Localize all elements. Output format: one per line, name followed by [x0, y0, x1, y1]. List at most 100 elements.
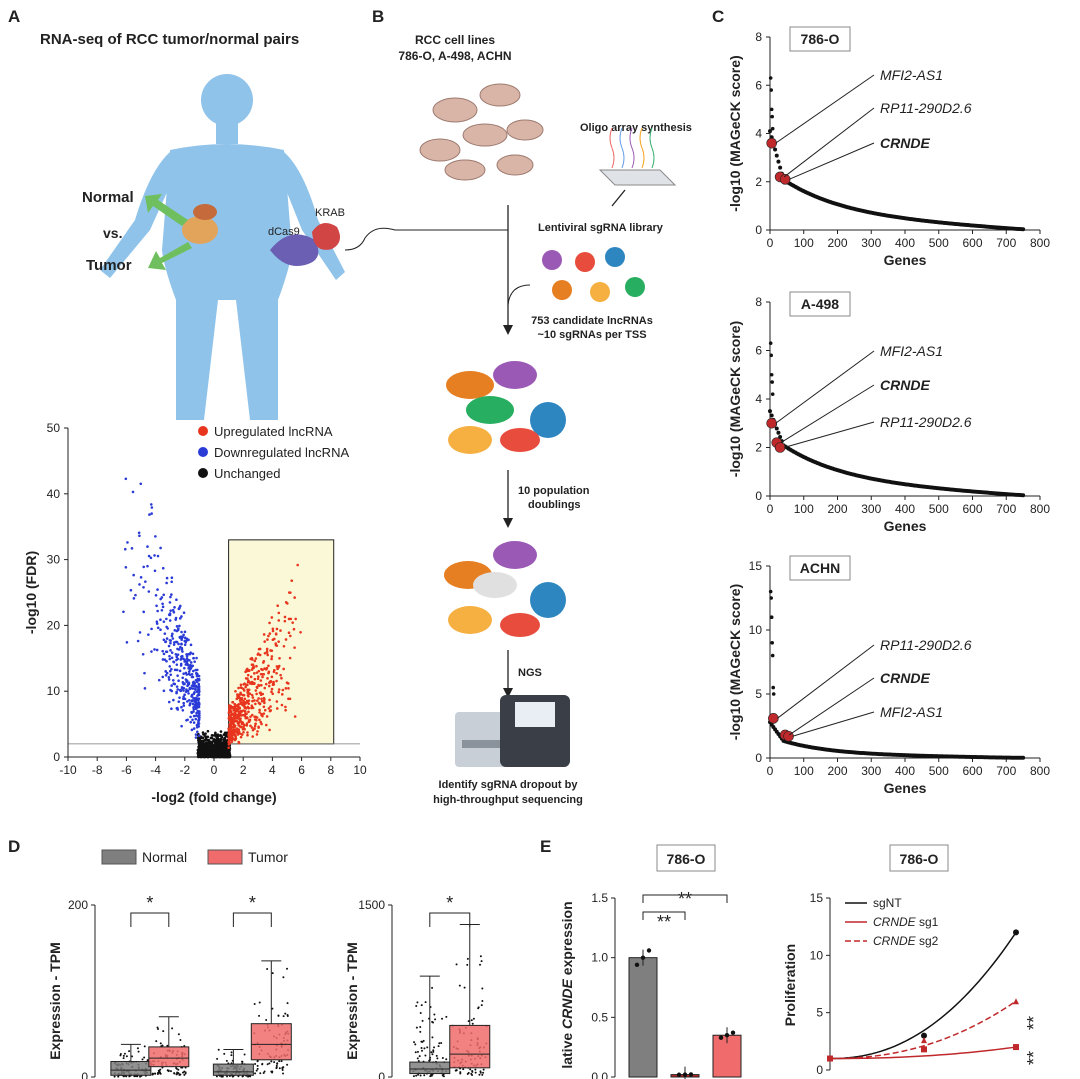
y-tick-label: 8	[755, 30, 762, 44]
y-axis-label: -log10 (FDR)	[23, 551, 39, 634]
point-down	[180, 638, 183, 642]
point-unchanged	[202, 748, 206, 752]
point-down	[165, 637, 169, 640]
point-up	[283, 619, 287, 623]
box-normal	[409, 1061, 451, 1075]
rank-point	[769, 353, 773, 358]
point-down	[185, 657, 189, 661]
point-up	[256, 730, 259, 733]
point-up	[246, 677, 249, 680]
y-tick-label: 200	[68, 898, 88, 912]
replicate-point	[724, 1033, 730, 1038]
legend-label: CRNDE sg1	[873, 915, 939, 929]
jitter-point	[474, 1071, 477, 1074]
point-down	[168, 619, 172, 622]
jitter-point	[414, 1043, 417, 1046]
point-down	[192, 714, 196, 718]
point-down	[169, 673, 173, 677]
jitter-point	[275, 1064, 278, 1067]
point-down	[189, 651, 192, 655]
annotation-line	[788, 142, 875, 180]
jitter-point	[258, 1014, 261, 1017]
x-tick-label: 8	[327, 763, 334, 777]
point-down	[172, 643, 176, 646]
rank-point	[773, 147, 778, 152]
jitter-point	[122, 1057, 125, 1060]
point-down	[194, 717, 198, 721]
point-down	[142, 586, 145, 589]
y-tick-label: 50	[47, 421, 61, 435]
point-down	[171, 608, 175, 612]
point-down	[166, 627, 169, 630]
jitter-point	[141, 1058, 144, 1061]
jitter-point	[419, 1030, 422, 1033]
jitter-point	[286, 1014, 289, 1017]
chart-title: 786-O	[667, 851, 706, 867]
point-down	[197, 734, 201, 737]
jitter-point	[467, 1020, 470, 1023]
point-up	[247, 718, 251, 722]
point-up	[253, 718, 257, 721]
jitter-point	[282, 976, 285, 979]
point-down	[181, 676, 185, 680]
box-normal	[110, 1061, 152, 1076]
label-vs: vs.	[103, 225, 122, 241]
point-down	[192, 656, 195, 660]
point-up	[232, 719, 236, 722]
boxplot-expression-2: 0 1500 Expression - TPM *	[344, 893, 491, 1079]
label-normal: Normal	[82, 189, 134, 206]
point-up	[258, 711, 261, 714]
point-down	[192, 680, 195, 684]
point-down	[150, 650, 153, 653]
point-down	[180, 687, 184, 690]
point-up	[275, 671, 278, 675]
point-down	[192, 727, 196, 730]
legend-label-part: CRNDE	[873, 915, 917, 929]
jitter-point	[470, 1072, 473, 1075]
point-up	[253, 724, 257, 728]
point-up	[245, 699, 249, 703]
point-up	[284, 687, 288, 690]
point-down	[195, 711, 198, 715]
point-up	[233, 725, 236, 729]
point-up	[235, 697, 239, 701]
point-up	[276, 667, 279, 671]
jitter-point	[440, 1041, 443, 1044]
point-unchanged	[210, 752, 214, 756]
x-tick-label: -10	[59, 763, 77, 777]
jitter-point	[223, 1052, 226, 1055]
point-up	[267, 634, 270, 638]
point-unchanged	[223, 731, 227, 735]
point-down	[167, 678, 171, 681]
jitter-point	[438, 1042, 441, 1045]
point-up	[243, 697, 247, 701]
annotation-label: RP11-290D2.6	[880, 100, 972, 116]
x-tick-label: 700	[996, 236, 1016, 250]
point-up	[275, 627, 279, 631]
jitter-point	[167, 1069, 170, 1072]
box-tumor	[148, 1046, 190, 1068]
point-up	[230, 720, 234, 724]
point-up	[279, 629, 282, 632]
point-up	[238, 719, 242, 722]
point-up	[238, 699, 242, 702]
point-down	[189, 643, 193, 647]
point-up	[227, 737, 230, 740]
point-down	[196, 730, 199, 734]
jitter-point	[422, 1039, 425, 1042]
significance-bracket	[130, 912, 170, 927]
jitter-point	[216, 1057, 219, 1060]
point-unchanged	[199, 747, 203, 751]
point-unchanged	[215, 736, 219, 740]
point-up	[275, 707, 279, 710]
point-down	[155, 620, 159, 623]
jitter-point	[122, 1054, 125, 1057]
jitter-point	[261, 1062, 264, 1065]
volcano-points	[122, 477, 302, 759]
point-up	[246, 673, 250, 677]
point-unchanged	[203, 742, 207, 746]
point-unchanged	[210, 755, 213, 759]
x-tick-label: 0	[767, 236, 774, 250]
jitter-point	[254, 1063, 257, 1066]
point-down	[176, 706, 179, 710]
